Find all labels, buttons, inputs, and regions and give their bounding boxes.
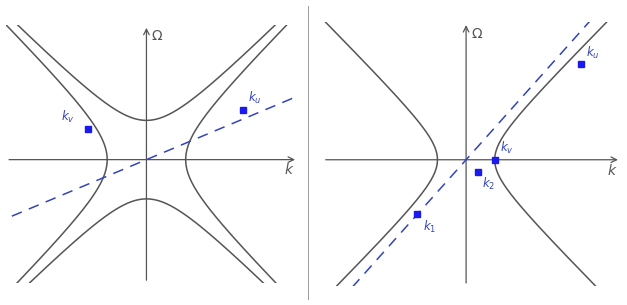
Text: $k$: $k$ xyxy=(284,162,295,177)
Text: $k_u$: $k_u$ xyxy=(248,90,262,106)
Text: $k_v$: $k_v$ xyxy=(500,140,514,156)
Text: $\Omega$: $\Omega$ xyxy=(471,27,483,41)
Text: $k_1$: $k_1$ xyxy=(423,219,436,235)
Text: $k_v$: $k_v$ xyxy=(61,109,75,125)
Text: $k_u$: $k_u$ xyxy=(586,45,600,61)
Text: $k_2$: $k_2$ xyxy=(482,176,495,192)
Text: $k$: $k$ xyxy=(607,163,618,178)
Text: $\Omega$: $\Omega$ xyxy=(151,29,163,43)
